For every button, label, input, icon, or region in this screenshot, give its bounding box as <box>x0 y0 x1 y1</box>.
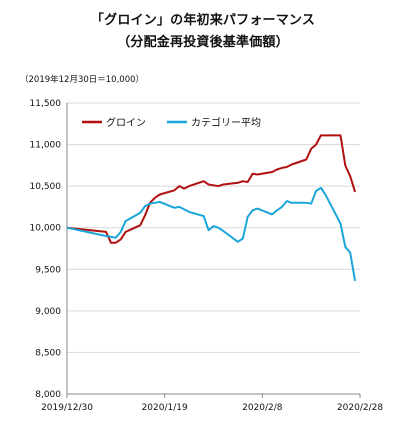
series-line-2 <box>66 186 357 282</box>
x-tick-label: 2020/2/8 <box>242 403 283 413</box>
legend-label-2: カテゴリー平均 <box>191 116 261 129</box>
x-tick-label: 2020/2/28 <box>337 403 383 413</box>
grid-lines <box>66 102 360 395</box>
legend: グロイン カテゴリー平均 <box>82 116 261 129</box>
y-tick-label: 11,000 <box>30 141 62 151</box>
y-tick-label: 9,500 <box>35 265 61 275</box>
series-line-1 <box>66 134 357 244</box>
y-tick-label: 10,500 <box>30 182 62 192</box>
x-tick-label: 2020/1/19 <box>142 403 188 413</box>
y-tick-label: 10,000 <box>30 224 62 234</box>
legend-label-1: グロイン <box>106 116 146 129</box>
chart-subtitle: （分配金再投資後基準価額） <box>117 35 289 50</box>
base-note: （2019年12月30日＝10,000） <box>20 75 145 85</box>
y-tick-label: 11,500 <box>30 99 62 109</box>
y-tick-label: 8,500 <box>35 348 61 358</box>
y-axis-ticks: 8,000 8,500 9,000 9,500 10,000 10,500 11,000 11… <box>30 99 62 400</box>
y-tick-label: 9,000 <box>35 307 61 317</box>
x-tick-label: 2019/12/30 <box>41 403 93 413</box>
x-axis-ticks: 2019/12/30 2020/1/19 2020/2/8 2020/2/28 <box>41 394 383 413</box>
series-lines <box>66 134 357 282</box>
y-tick-label: 8,000 <box>35 390 61 400</box>
chart-title: 「グロイン」の年初来パフォーマンス <box>90 13 316 28</box>
